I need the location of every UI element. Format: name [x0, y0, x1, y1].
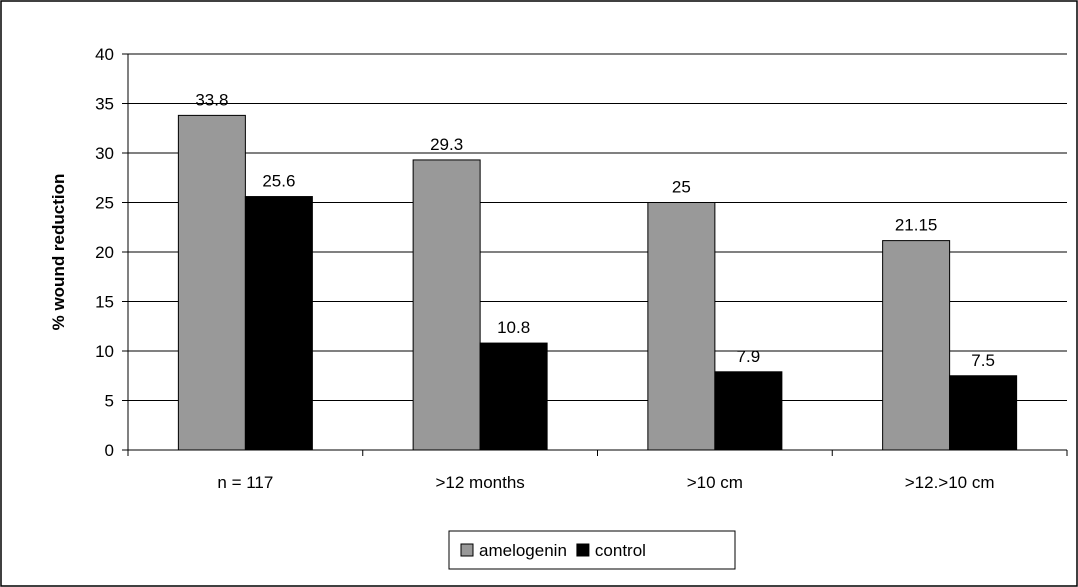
y-axis-title: % wound reduction	[49, 174, 68, 331]
legend-swatch-control	[576, 543, 590, 557]
data-label-control-2: 7.9	[737, 347, 761, 366]
data-label-control-1: 10.8	[497, 318, 530, 337]
bar-control-3	[949, 375, 1018, 451]
bar-amelogenin-3	[882, 240, 951, 451]
axes: 0 5 10 15 20 25 30 35 40 n = 117 >12 months >10 cm >…	[95, 45, 1068, 492]
legend-box	[448, 530, 736, 570]
legend-swatch-amelogenin	[460, 543, 474, 557]
y-tick-label: 15	[95, 293, 114, 312]
data-labels: 33.8 25.6 29.3 10.8 25 7.9 21.15 7.5	[195, 90, 995, 369]
x-tick-label: >10 cm	[687, 473, 743, 492]
y-tick-label: 25	[95, 194, 114, 213]
data-label-amelogenin-1: 29.3	[430, 135, 463, 154]
y-tick-label: 20	[95, 243, 114, 262]
legend-label-amelogenin: amelogenin	[479, 541, 567, 560]
bar-amelogenin-2	[647, 202, 716, 451]
bar-amelogenin-0	[177, 114, 246, 451]
bar-control-0	[244, 196, 313, 451]
data-label-control-3: 7.5	[971, 351, 995, 370]
x-tick-label: >12.>10 cm	[905, 473, 995, 492]
y-tick-label: 10	[95, 342, 114, 361]
bar-amelogenin-1	[412, 159, 481, 451]
x-tick-label: n = 117	[217, 473, 273, 492]
legend: amelogenin control	[448, 530, 736, 570]
bar-control-1	[479, 342, 548, 451]
y-tick-label: 30	[95, 144, 114, 163]
y-tick-label: 35	[95, 95, 114, 114]
y-tick-label: 0	[105, 441, 114, 460]
data-label-amelogenin-2: 25	[672, 178, 691, 197]
legend-label-control: control	[595, 541, 646, 560]
bars	[177, 114, 1018, 451]
data-label-amelogenin-3: 21.15	[895, 216, 938, 235]
bar-control-2	[714, 371, 783, 451]
data-label-amelogenin-0: 33.8	[195, 90, 228, 109]
y-tick-label: 40	[95, 45, 114, 64]
x-tick-label: >12 months	[435, 473, 524, 492]
data-label-control-0: 25.6	[262, 172, 295, 191]
y-tick-label: 5	[105, 392, 114, 411]
